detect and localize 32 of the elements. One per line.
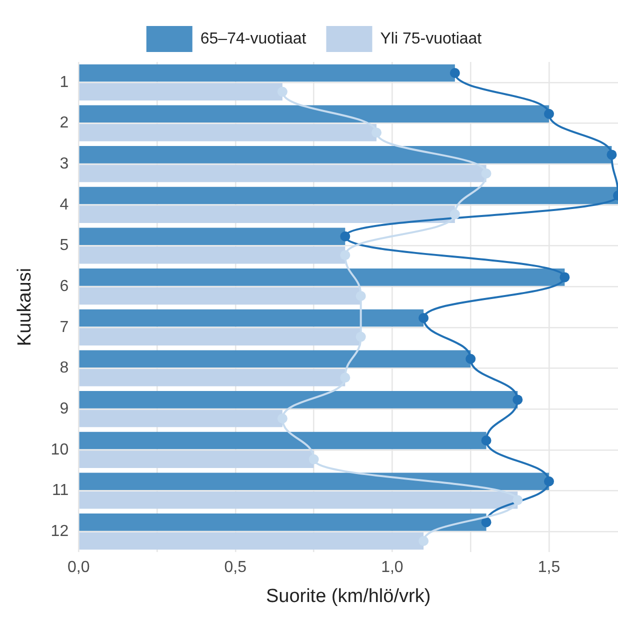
bar [79, 432, 486, 450]
y-tick-label: 8 [60, 360, 69, 377]
y-tick-label: 3 [60, 155, 69, 172]
bar [79, 64, 455, 82]
bar [79, 186, 618, 204]
y-tick-label: 11 [52, 482, 69, 500]
bar [79, 268, 565, 286]
y-tick-label: 6 [60, 278, 69, 295]
x-tick-label: 0,0 [67, 559, 90, 576]
bar [79, 391, 518, 408]
y-tick-label: 10 [50, 441, 69, 458]
bar [79, 472, 550, 490]
bar [79, 350, 471, 368]
y-axis-title: Kuukausi [14, 268, 36, 346]
x-tick-label: 1,5 [538, 559, 560, 576]
y-tick-label: 9 [60, 400, 69, 418]
x-axis-title: Suorite (km/hlö/vrk) [266, 586, 431, 607]
y-tick-label: 1 [60, 74, 69, 91]
y-tick-label: 5 [60, 237, 69, 254]
bar [79, 514, 486, 531]
x-tick-label: 1,0 [381, 559, 404, 576]
bar [79, 105, 550, 122]
y-tick-label: 4 [60, 196, 69, 214]
legend-label: 65–74-vuotiaat [200, 30, 307, 48]
bar [79, 309, 424, 327]
x-tick-label: 0,5 [224, 559, 247, 576]
y-tick-label: 7 [60, 318, 69, 336]
legend-label: Yli 75-vuotiaat [380, 30, 482, 48]
y-tick-label: 2 [60, 114, 69, 132]
bar [79, 228, 346, 245]
bar [79, 146, 612, 164]
y-tick-label: 12 [50, 522, 69, 540]
